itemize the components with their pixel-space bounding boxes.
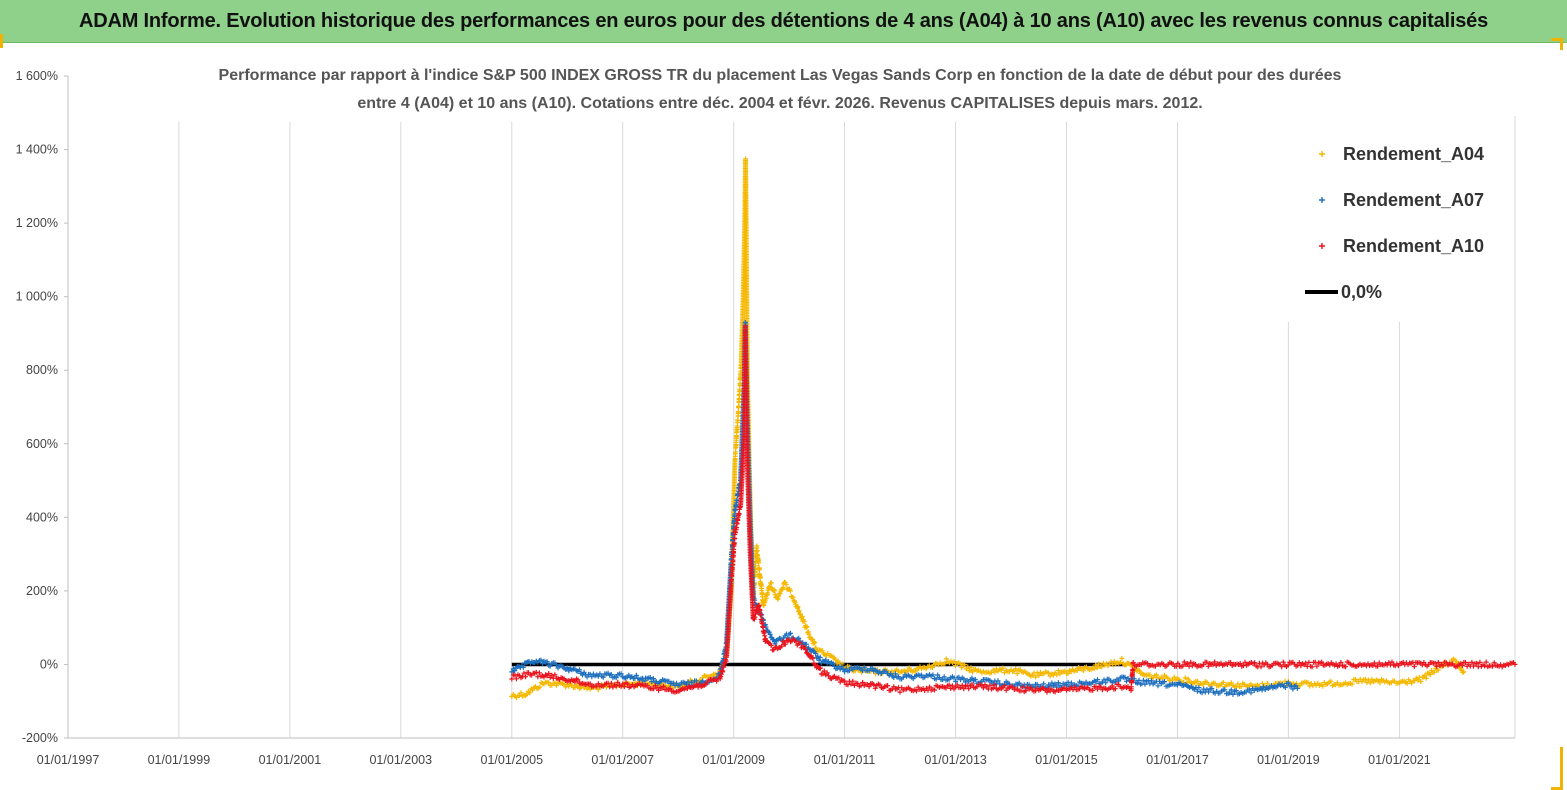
legend-marker-swatch — [1319, 243, 1325, 249]
x-tick-label: 01/01/2017 — [1146, 753, 1209, 767]
report-title: ADAM Informe. Evolution historique des p… — [79, 10, 1488, 32]
legend-background — [1287, 122, 1502, 322]
subtitle-background — [145, 60, 1420, 122]
series-layer — [509, 156, 1518, 701]
report-title-banner: ADAM Informe. Evolution historique des p… — [0, 0, 1567, 43]
x-tick-label: 01/01/1999 — [148, 753, 211, 767]
legend-label: Rendement_A04 — [1343, 144, 1484, 164]
y-tick-label: 1 600% — [16, 69, 58, 83]
y-tick-label: -200% — [22, 731, 58, 745]
x-tick-label: 01/01/2015 — [1035, 753, 1098, 767]
x-tick-label: 01/01/1997 — [37, 753, 100, 767]
x-tick-label: 01/01/2009 — [702, 753, 765, 767]
chart-legend: Rendement_A04 Rendement_A07 Rendement_A10 0… — [1287, 122, 1502, 322]
legend-marker-swatch — [1319, 151, 1325, 157]
legend-label: 0,0% — [1341, 282, 1382, 302]
y-tick-label: 600% — [26, 437, 58, 451]
x-tick-label: 01/01/2007 — [591, 753, 654, 767]
corner-marker-br — [1551, 747, 1563, 790]
x-tick-label: 01/01/2019 — [1257, 753, 1320, 767]
series-rendement_a10 — [509, 323, 1518, 695]
chart-subtitle-line-2: entre 4 (A04) et 10 ans (A10). Cotations… — [357, 95, 1202, 112]
x-tick-label: 01/01/2005 — [481, 753, 544, 767]
series-markers — [509, 319, 1300, 697]
series-markers — [509, 323, 1518, 695]
chart-subtitle-line-1: Performance par rapport à l'indice S&P 5… — [219, 67, 1342, 84]
legend-label: Rendement_A07 — [1343, 190, 1484, 210]
performance-chart: -200% 0% 200% 400% 600% 800% 1 000% 1 200% 1 400… — [16, 60, 1518, 767]
y-tick-label: 200% — [26, 584, 58, 598]
y-tick-label: 0% — [40, 657, 58, 671]
x-tick-label: 01/01/2011 — [814, 753, 876, 767]
corner-marker-tl — [0, 34, 12, 48]
x-tick-label: 01/01/2001 — [259, 753, 322, 767]
x-tick-label: 01/01/2013 — [924, 753, 987, 767]
x-tick-label: 01/01/2003 — [369, 753, 432, 767]
y-tick-label: 1 000% — [16, 290, 58, 304]
y-tick-label: 800% — [26, 363, 58, 377]
corner-marker-tr — [1551, 38, 1563, 50]
y-axis-ticks: -200% 0% 200% 400% 600% 800% 1 000% 1 200% 1 400… — [16, 69, 68, 745]
x-tick-label: 01/01/2021 — [1368, 753, 1431, 767]
legend-label: Rendement_A10 — [1343, 236, 1484, 256]
y-tick-label: 1 400% — [16, 143, 58, 157]
y-tick-label: 1 200% — [16, 216, 58, 230]
x-axis-ticks: 01/01/1997 01/01/1999 01/01/2001 01/01/2003… — [37, 753, 1431, 767]
series-rendement_a07 — [509, 319, 1300, 697]
legend-marker-swatch — [1319, 197, 1325, 203]
y-tick-label: 400% — [26, 510, 58, 524]
